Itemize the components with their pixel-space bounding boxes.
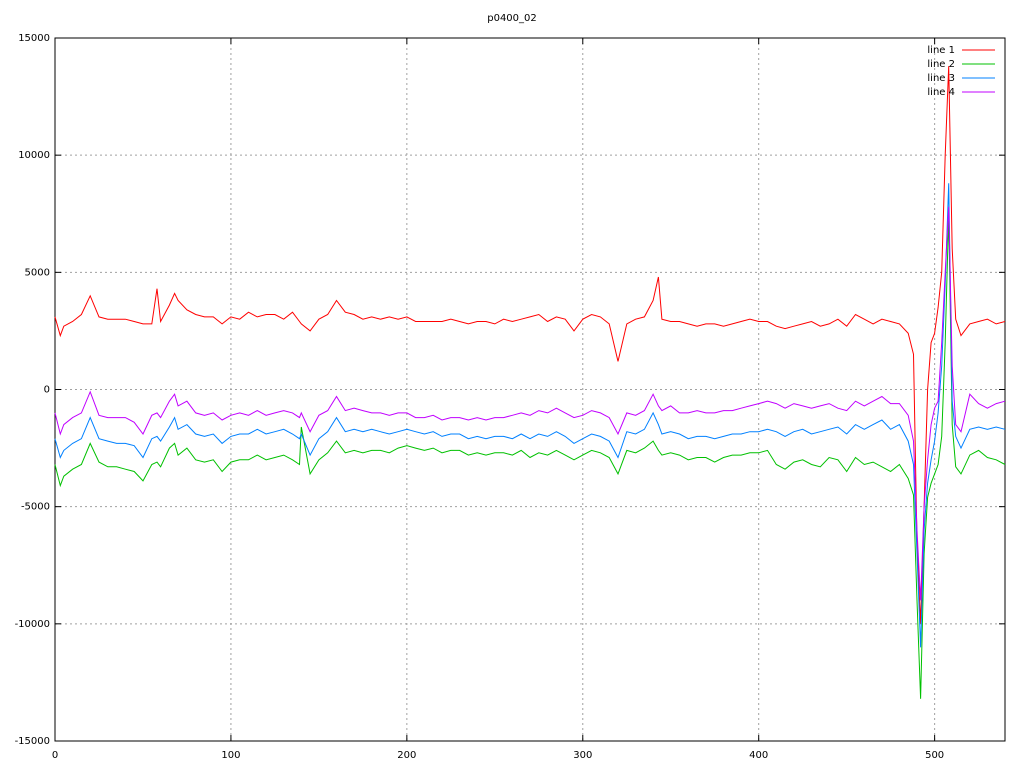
series-line — [54, 183, 1006, 648]
y-tick-label: 10000 — [18, 150, 50, 161]
y-tick-label: 0 — [44, 385, 50, 396]
y-tick-label: -15000 — [15, 736, 50, 747]
x-tick-label: 400 — [749, 750, 768, 761]
chart-title: p0400_02 — [487, 13, 537, 24]
series-line — [54, 206, 1006, 601]
y-tick-label: -5000 — [21, 502, 50, 513]
y-tick-label: 15000 — [18, 33, 50, 44]
x-tick-label: 200 — [397, 750, 416, 761]
y-tick-label: -10000 — [15, 619, 50, 630]
series-line — [54, 66, 1006, 624]
legend-label: line 1 — [927, 45, 955, 56]
legend-label: line 3 — [927, 73, 955, 84]
x-tick-label: 0 — [52, 750, 58, 761]
y-tick-label: 5000 — [25, 267, 50, 278]
legend-label: line 4 — [927, 87, 955, 98]
plot-border — [54, 37, 1006, 742]
legend-label: line 2 — [927, 59, 955, 70]
x-tick-label: 300 — [573, 750, 592, 761]
series-line — [54, 213, 1006, 699]
x-tick-label: 500 — [925, 750, 944, 761]
x-tick-label: 100 — [221, 750, 240, 761]
